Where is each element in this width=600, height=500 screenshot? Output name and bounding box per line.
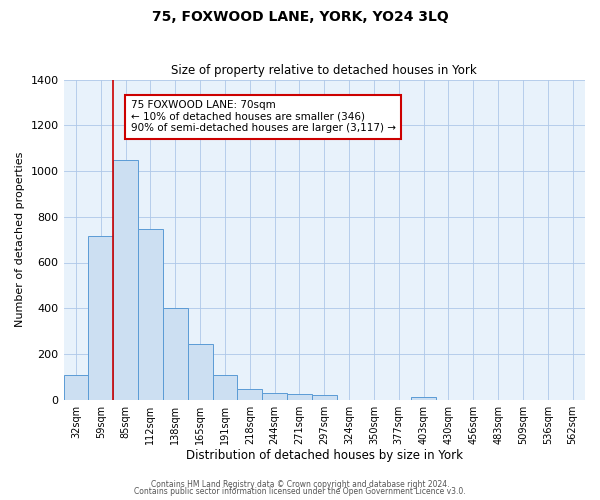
Title: Size of property relative to detached houses in York: Size of property relative to detached ho… — [172, 64, 477, 77]
Bar — [262, 394, 287, 400]
Bar — [188, 344, 212, 400]
Bar — [64, 375, 88, 400]
Y-axis label: Number of detached properties: Number of detached properties — [15, 152, 25, 328]
Bar — [287, 394, 312, 400]
Text: Contains public sector information licensed under the Open Government Licence v3: Contains public sector information licen… — [134, 487, 466, 496]
Bar — [238, 388, 262, 400]
Text: 75 FOXWOOD LANE: 70sqm
← 10% of detached houses are smaller (346)
90% of semi-de: 75 FOXWOOD LANE: 70sqm ← 10% of detached… — [131, 100, 395, 134]
Bar — [113, 160, 138, 400]
Bar — [163, 308, 188, 400]
Bar — [212, 374, 238, 400]
Bar — [138, 228, 163, 400]
Text: 75, FOXWOOD LANE, YORK, YO24 3LQ: 75, FOXWOOD LANE, YORK, YO24 3LQ — [152, 10, 448, 24]
Bar — [312, 394, 337, 400]
X-axis label: Distribution of detached houses by size in York: Distribution of detached houses by size … — [186, 450, 463, 462]
Text: Contains HM Land Registry data © Crown copyright and database right 2024.: Contains HM Land Registry data © Crown c… — [151, 480, 449, 489]
Bar — [411, 398, 436, 400]
Bar — [88, 236, 113, 400]
